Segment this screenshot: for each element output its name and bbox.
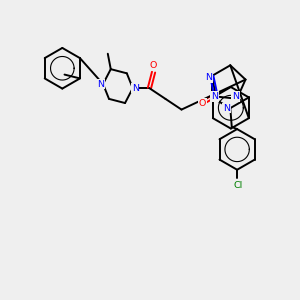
Text: N: N: [211, 92, 218, 101]
Text: N: N: [232, 92, 239, 101]
Text: O: O: [150, 61, 157, 70]
Text: N: N: [132, 84, 139, 93]
Text: N: N: [205, 73, 212, 82]
Text: N: N: [97, 80, 104, 88]
Text: Cl: Cl: [234, 181, 243, 190]
Text: N: N: [223, 103, 230, 112]
Text: O: O: [199, 99, 206, 108]
